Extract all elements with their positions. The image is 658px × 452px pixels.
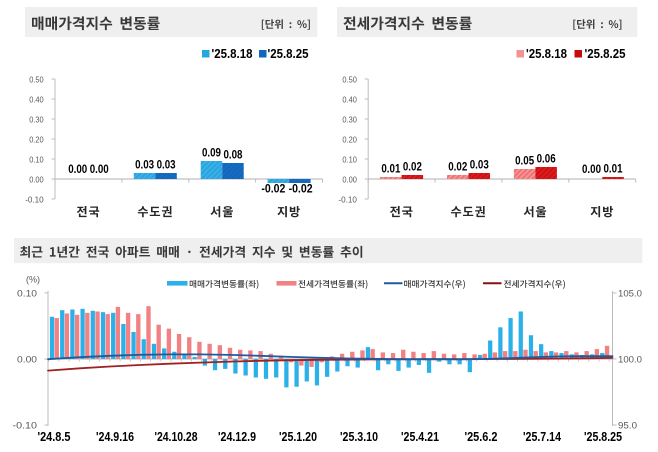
svg-text:'24.12.9: '24.12.9 bbox=[218, 429, 256, 444]
svg-text:0.00: 0.00 bbox=[90, 162, 109, 176]
svg-text:'25.8.25: '25.8.25 bbox=[585, 46, 626, 61]
svg-text:100.0: 100.0 bbox=[618, 354, 642, 364]
svg-text:'24.10.28: '24.10.28 bbox=[155, 429, 198, 444]
svg-text:'24.9.16: '24.9.16 bbox=[96, 429, 134, 444]
svg-text:0.09: 0.09 bbox=[202, 146, 221, 160]
svg-text:'25.8.25: '25.8.25 bbox=[268, 46, 309, 61]
svg-text:-0.10: -0.10 bbox=[338, 194, 357, 204]
svg-text:0.02: 0.02 bbox=[448, 160, 467, 174]
svg-text:'25.8.18: '25.8.18 bbox=[526, 46, 567, 61]
svg-text:'25.8.18: '25.8.18 bbox=[212, 46, 253, 61]
svg-text:'25.6.2: '25.6.2 bbox=[465, 429, 498, 444]
svg-text:0.01: 0.01 bbox=[604, 162, 623, 176]
svg-text:-0.02: -0.02 bbox=[261, 182, 285, 196]
svg-text:0.10: 0.10 bbox=[29, 154, 44, 164]
svg-text:(%): (%) bbox=[26, 275, 40, 285]
svg-text:0.20: 0.20 bbox=[342, 134, 357, 144]
svg-text:0.40: 0.40 bbox=[29, 94, 44, 104]
svg-text:0.01: 0.01 bbox=[381, 162, 400, 176]
svg-text:0.05: 0.05 bbox=[515, 154, 534, 168]
svg-text:0.50: 0.50 bbox=[342, 74, 357, 84]
svg-text:-0.10: -0.10 bbox=[13, 420, 38, 430]
svg-text:-0.10: -0.10 bbox=[25, 194, 44, 204]
svg-text:0.20: 0.20 bbox=[29, 134, 44, 144]
svg-text:'25.3.10: '25.3.10 bbox=[340, 429, 378, 444]
svg-text:0.03: 0.03 bbox=[135, 158, 154, 172]
svg-text:0.00: 0.00 bbox=[68, 162, 87, 176]
svg-text:0.50: 0.50 bbox=[29, 74, 44, 84]
svg-text:0.10: 0.10 bbox=[342, 154, 357, 164]
svg-text:'25.1.20: '25.1.20 bbox=[279, 429, 317, 444]
svg-text:0.03: 0.03 bbox=[157, 158, 176, 172]
svg-text:105.0: 105.0 bbox=[618, 288, 642, 298]
svg-text:0.00: 0.00 bbox=[17, 354, 37, 364]
svg-text:0.00: 0.00 bbox=[582, 162, 601, 176]
svg-text:0.30: 0.30 bbox=[342, 114, 357, 124]
svg-text:'25.8.25: '25.8.25 bbox=[584, 429, 622, 444]
svg-text:0.40: 0.40 bbox=[342, 94, 357, 104]
svg-text:95.0: 95.0 bbox=[618, 420, 637, 430]
svg-text:0.06: 0.06 bbox=[537, 152, 556, 166]
svg-text:0.00: 0.00 bbox=[342, 174, 357, 184]
svg-text:0.02: 0.02 bbox=[403, 160, 422, 174]
svg-text:0.08: 0.08 bbox=[223, 148, 242, 162]
svg-text:'24.8.5: '24.8.5 bbox=[38, 429, 71, 444]
svg-text:'25.4.21: '25.4.21 bbox=[401, 429, 439, 444]
svg-text:0.30: 0.30 bbox=[29, 114, 44, 124]
svg-text:0.10: 0.10 bbox=[17, 288, 37, 298]
svg-text:'25.7.14: '25.7.14 bbox=[523, 429, 562, 444]
svg-text:-0.02: -0.02 bbox=[289, 182, 313, 196]
svg-text:0.03: 0.03 bbox=[470, 158, 489, 172]
svg-text:0.00: 0.00 bbox=[29, 174, 44, 184]
